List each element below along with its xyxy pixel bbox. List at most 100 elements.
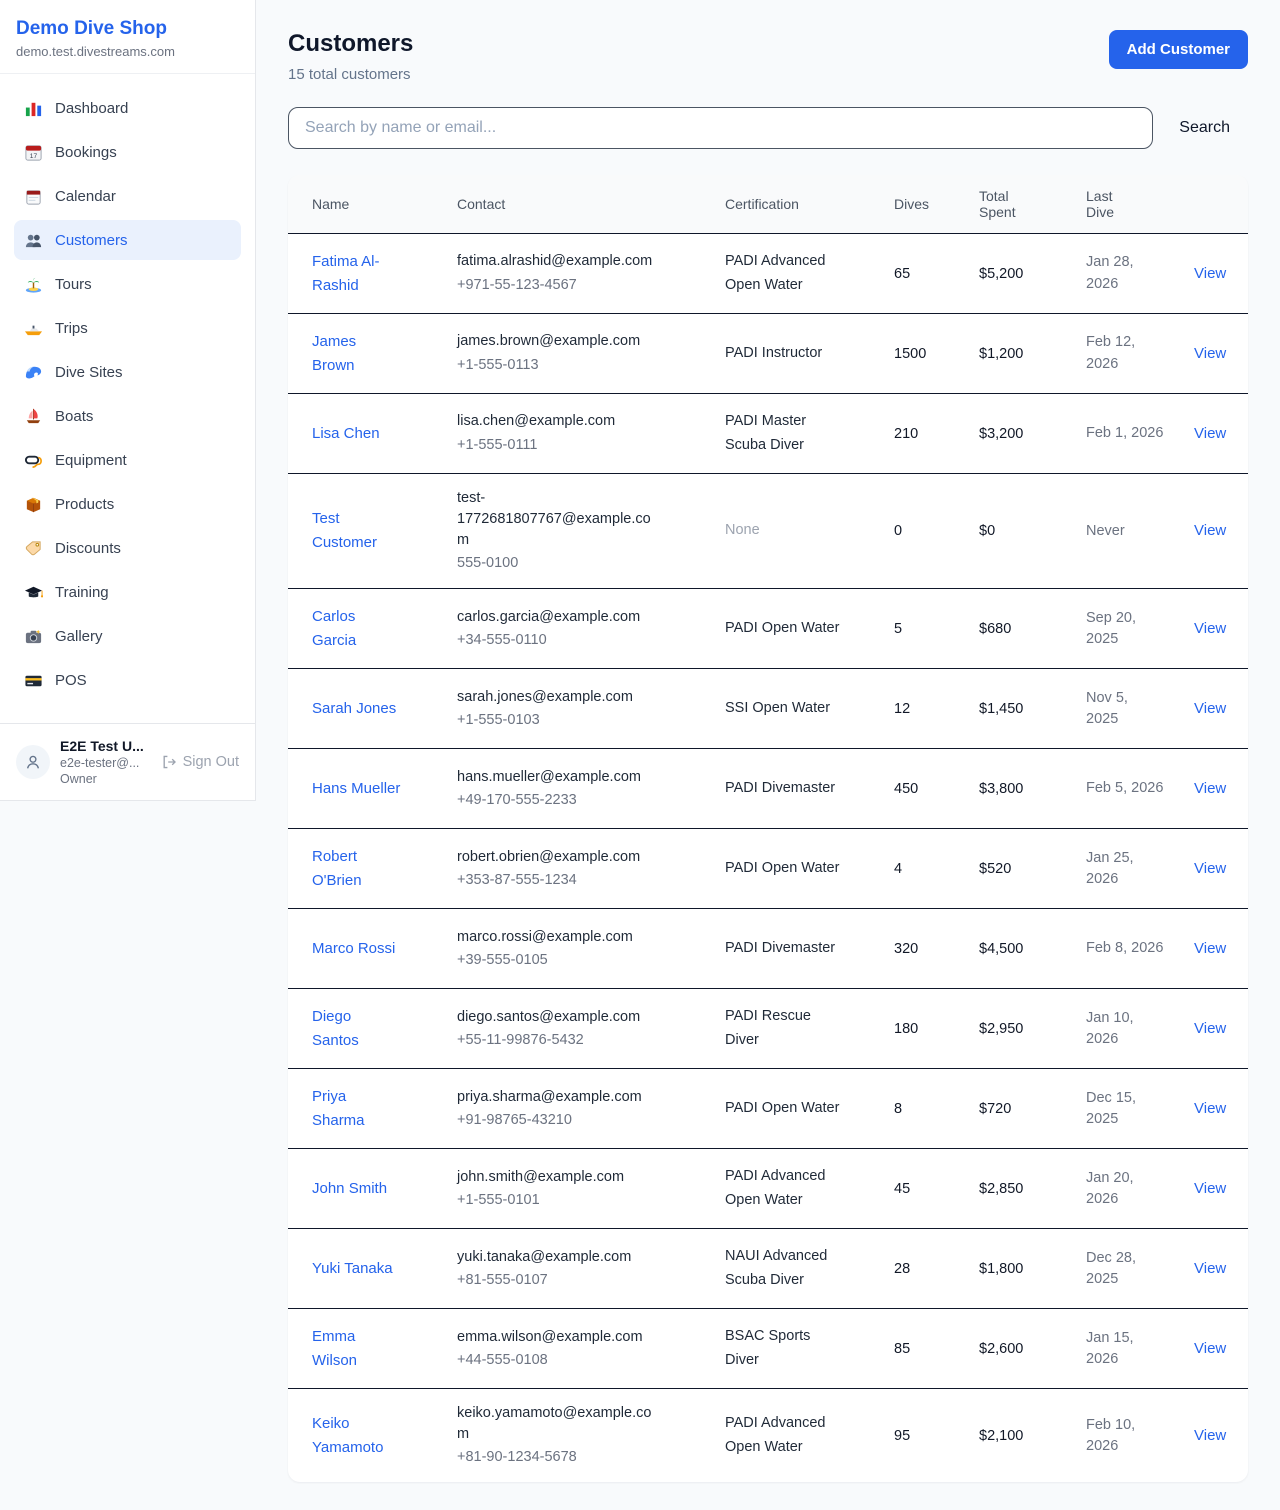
customer-dives: 180 xyxy=(894,1020,919,1037)
sidebar-item-customers[interactable]: Customers xyxy=(14,220,241,260)
credit-card-icon xyxy=(24,671,43,690)
customer-contact: fatima.alrashid@example.com +971-55-123-4… xyxy=(457,253,653,293)
customer-certification: PADI Instructor xyxy=(725,344,823,361)
sidebar-item-gallery[interactable]: Gallery xyxy=(14,616,241,656)
customers-table: Name Contact Certification Dives Total S… xyxy=(288,175,1248,1483)
sidebar-item-trips[interactable]: Trips xyxy=(14,308,241,348)
customer-total-spent: $2,850 xyxy=(979,1180,1024,1197)
customer-contact: emma.wilson@example.com +44-555-0108 xyxy=(457,1328,643,1368)
customer-name-link[interactable]: Carlos Garcia xyxy=(312,607,357,649)
sidebar-item-label: Dive Sites xyxy=(55,363,123,381)
sailboat-icon xyxy=(24,407,43,426)
customer-contact: diego.santos@example.com +55-11-99876-543… xyxy=(457,1008,641,1048)
view-link[interactable]: View xyxy=(1194,264,1227,282)
customer-name-link[interactable]: Diego Santos xyxy=(312,1007,359,1049)
customer-name-link[interactable]: Sarah Jones xyxy=(312,699,397,717)
customer-contact: robert.obrien@example.com +353-87-555-123… xyxy=(457,848,641,888)
avatar xyxy=(16,745,50,779)
customer-name-link[interactable]: Lisa Chen xyxy=(312,424,380,442)
customer-last-dive: Jan 10, 2026 xyxy=(1086,1009,1134,1047)
sidebar-item-tours[interactable]: Tours xyxy=(14,264,241,304)
column-header-contact: Contact xyxy=(457,196,506,212)
customer-name-link[interactable]: James Brown xyxy=(312,332,357,374)
customer-certification: PADI Master Scuba Diver xyxy=(725,413,807,453)
sign-out-button[interactable]: Sign Out xyxy=(161,754,239,770)
view-link[interactable]: View xyxy=(1194,1179,1227,1197)
customer-dives: 45 xyxy=(894,1180,911,1197)
sidebar-item-calendar[interactable]: Calendar xyxy=(14,176,241,216)
sidebar-item-dive-sites[interactable]: Dive Sites xyxy=(14,352,241,392)
customer-certification: PADI Divemaster xyxy=(725,779,836,796)
customer-total-spent: $2,600 xyxy=(979,1340,1024,1357)
view-link[interactable]: View xyxy=(1194,1019,1227,1037)
customer-total-spent: $2,100 xyxy=(979,1427,1024,1444)
sidebar-item-discounts[interactable]: Discounts xyxy=(14,528,241,568)
sidebar-nav: Dashboard 17 Bookings Calendar Customers… xyxy=(0,74,255,704)
customer-dives: 210 xyxy=(894,425,919,442)
customer-name-link[interactable]: Marco Rossi xyxy=(312,939,396,957)
sidebar-item-products[interactable]: Products xyxy=(14,484,241,524)
customer-total-spent: $720 xyxy=(979,1100,1012,1117)
customer-name-link[interactable]: Emma Wilson xyxy=(312,1327,358,1369)
sidebar-item-bookings[interactable]: 17 Bookings xyxy=(14,132,241,172)
notepad-calendar-icon xyxy=(24,187,43,206)
sidebar-item-label: Bookings xyxy=(55,143,117,161)
person-icon xyxy=(26,755,40,769)
customer-dives: 0 xyxy=(894,523,903,540)
view-link[interactable]: View xyxy=(1194,939,1227,957)
customer-contact: john.smith@example.com +1-555-0101 xyxy=(457,1168,625,1208)
customer-name-link[interactable]: John Smith xyxy=(312,1179,388,1197)
table-row: Fatima Al-Rashid fatima.alrashid@example… xyxy=(288,234,1248,314)
dive-mask-icon xyxy=(24,451,43,470)
customer-name-link[interactable]: Yuki Tanaka xyxy=(312,1259,393,1277)
view-link[interactable]: View xyxy=(1194,779,1227,797)
customer-dives: 12 xyxy=(894,700,911,717)
view-link[interactable]: View xyxy=(1194,1099,1227,1117)
sidebar-item-pos[interactable]: POS xyxy=(14,660,241,700)
customer-name-link[interactable]: Keiko Yamamoto xyxy=(312,1414,384,1456)
view-link[interactable]: View xyxy=(1194,424,1227,442)
sidebar-item-dashboard[interactable]: Dashboard xyxy=(14,88,241,128)
customer-certification: PADI Advanced Open Water xyxy=(725,253,826,293)
calendar-icon: 17 xyxy=(24,143,43,162)
view-link[interactable]: View xyxy=(1194,699,1227,717)
sidebar-item-boats[interactable]: Boats xyxy=(14,396,241,436)
view-link[interactable]: View xyxy=(1194,859,1227,877)
search-input[interactable] xyxy=(288,107,1154,149)
customer-name-link[interactable]: Fatima Al-Rashid xyxy=(312,252,380,294)
customer-last-dive: Feb 1, 2026 xyxy=(1086,424,1164,441)
sidebar-item-equipment[interactable]: Equipment xyxy=(14,440,241,480)
page-subtitle: 15 total customers xyxy=(288,66,411,83)
search-button[interactable]: Search xyxy=(1179,119,1230,136)
view-link[interactable]: View xyxy=(1194,344,1227,362)
add-customer-button[interactable]: Add Customer xyxy=(1108,30,1248,69)
sidebar-item-training[interactable]: Training xyxy=(14,572,241,612)
customer-total-spent: $0 xyxy=(979,523,996,540)
customer-certification: PADI Open Water xyxy=(725,859,840,876)
customer-contact: hans.mueller@example.com +49-170-555-2233 xyxy=(457,768,641,808)
view-link[interactable]: View xyxy=(1194,1339,1227,1357)
view-link[interactable]: View xyxy=(1194,1259,1227,1277)
customer-last-dive: Dec 15, 2025 xyxy=(1086,1089,1136,1127)
view-link[interactable]: View xyxy=(1194,522,1227,540)
customer-name-link[interactable]: Test Customer xyxy=(312,510,378,552)
customer-last-dive: Never xyxy=(1086,522,1125,539)
customer-dives: 1500 xyxy=(894,345,927,362)
view-link[interactable]: View xyxy=(1194,619,1227,637)
customer-dives: 4 xyxy=(894,860,903,877)
customer-last-dive: Dec 28, 2025 xyxy=(1086,1249,1136,1287)
main-content: Customers 15 total customers Add Custome… xyxy=(256,0,1280,1510)
view-link[interactable]: View xyxy=(1194,1426,1227,1444)
customer-contact: sarah.jones@example.com +1-555-0103 xyxy=(457,688,633,728)
table-row: Lisa Chen lisa.chen@example.com +1-555-01… xyxy=(288,394,1248,474)
customer-last-dive: Sep 20, 2025 xyxy=(1086,609,1136,647)
customer-dives: 320 xyxy=(894,940,919,957)
search-bar: Search xyxy=(288,107,1248,149)
customer-name-link[interactable]: Priya Sharma xyxy=(312,1087,365,1129)
customer-contact: keiko.yamamoto@example.com +81-90-1234-56… xyxy=(457,1405,652,1466)
sidebar-item-label: Tours xyxy=(55,275,92,293)
sidebar: Demo Dive Shop demo.test.divestreams.com… xyxy=(0,0,256,801)
customer-contact: james.brown@example.com +1-555-0113 xyxy=(457,333,641,373)
customer-name-link[interactable]: Hans Mueller xyxy=(312,779,401,797)
customer-name-link[interactable]: Robert O'Brien xyxy=(312,847,362,889)
